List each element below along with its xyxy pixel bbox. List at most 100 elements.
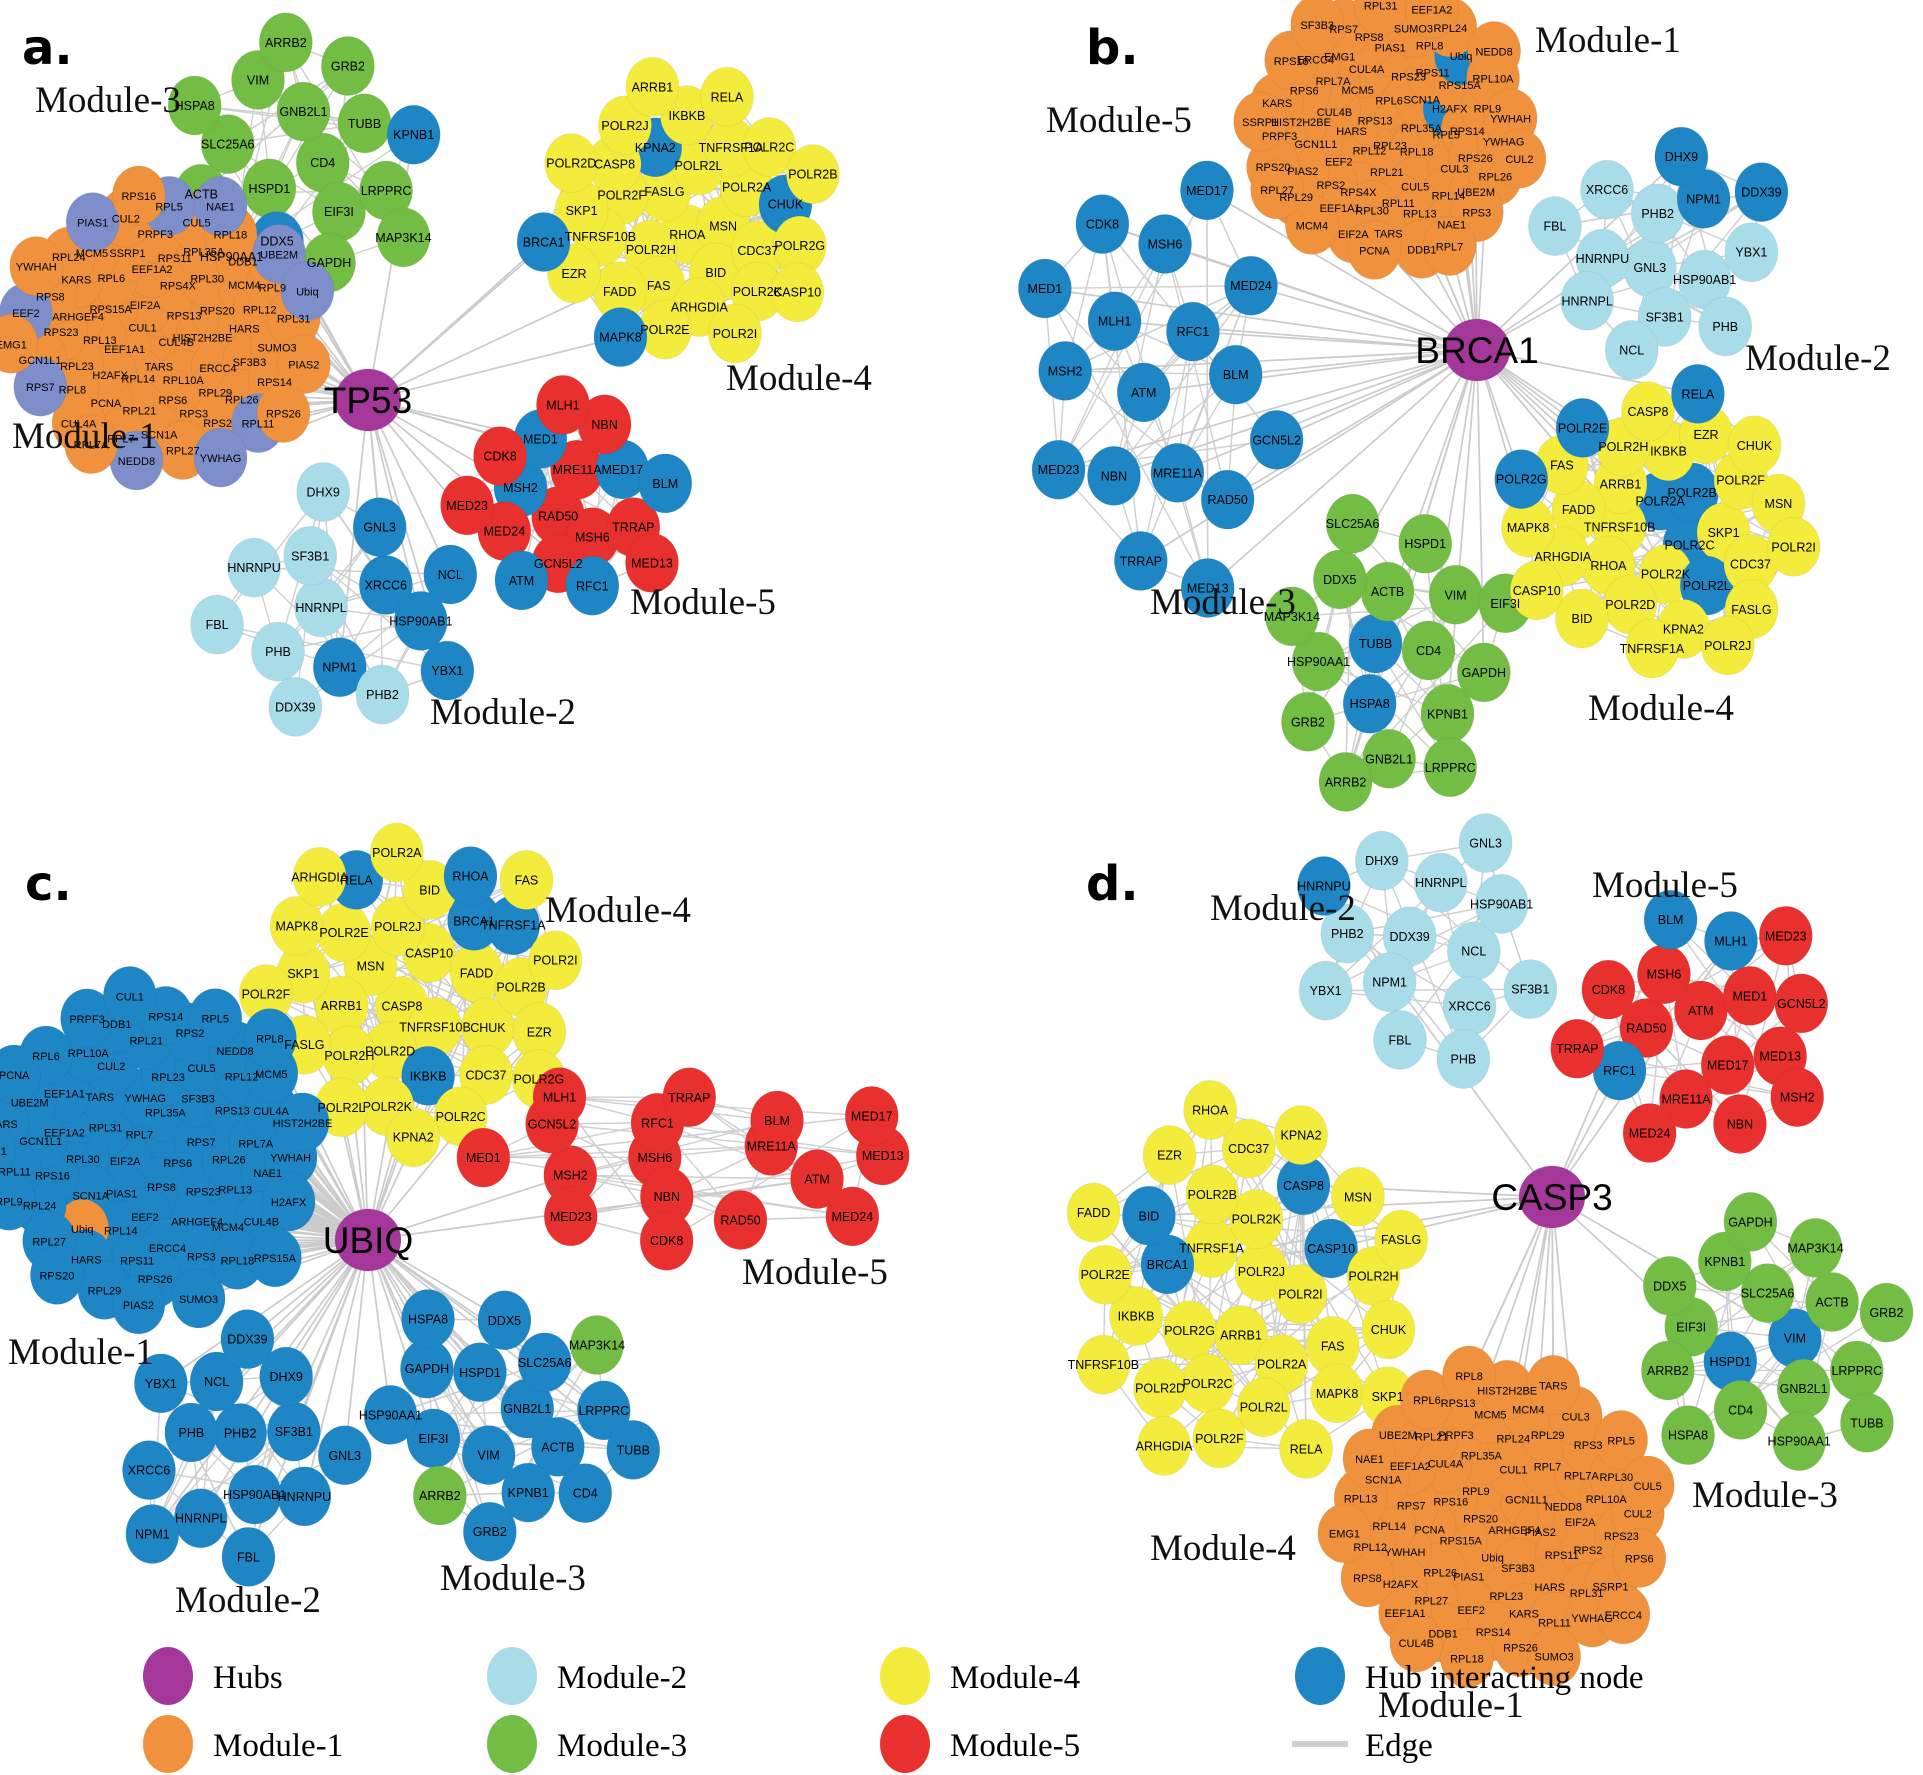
gene-node-label: KPNB1 [393, 128, 434, 142]
gene-node-label: SSRP1 [1242, 117, 1278, 129]
gene-node-label: HNRNPL [175, 1512, 226, 1526]
gene-node-label: ACTB [1371, 585, 1404, 599]
gene-node-label: MSH2 [1780, 1091, 1815, 1105]
gene-node-label: GAPDH [1462, 666, 1506, 680]
gene-node [473, 426, 528, 487]
gene-node-label: FASLG [1731, 603, 1771, 617]
gene-node-label: YWHAG [200, 453, 242, 465]
module-title: Module-2 [1210, 888, 1356, 929]
gene-node-label: RPS8 [1355, 32, 1384, 44]
gene-node-label: TARS [1374, 228, 1403, 240]
gene-node-label: RPL14 [1372, 1521, 1406, 1533]
gene-node-label: BLM [652, 477, 678, 491]
gene-node-label: RPL31 [89, 1123, 123, 1135]
gene-node-label: GCN5L2 [534, 557, 583, 571]
gene-node-label: SSRP1 [0, 1146, 7, 1158]
gene-node-label: RPL23 [151, 1072, 185, 1084]
gene-node [376, 207, 431, 268]
gene-node [707, 303, 762, 364]
gene-node-label: GNB2L1 [503, 1402, 551, 1416]
gene-node-label: NEDD8 [118, 456, 155, 468]
gene-node-label: RPL8 [256, 1034, 284, 1046]
edge [570, 1174, 853, 1218]
gene-node-label: DDB1 [102, 1019, 131, 1031]
gene-node-label: RAD50 [538, 510, 578, 524]
gene-node-label: POLR2L [675, 159, 723, 173]
edge [367, 1174, 571, 1241]
gene-node-label: CD4 [1416, 644, 1441, 658]
gene-node-label: HARS [1336, 126, 1367, 138]
gene-node-label: MRE11A [747, 1139, 797, 1153]
gene-node-label: POLR2L [1240, 1401, 1288, 1415]
gene-node-label: RPL10A [1473, 74, 1515, 86]
gene-node-label: XRCC6 [365, 579, 407, 593]
module-title: Module-1 [8, 1332, 154, 1373]
gene-node-label: POLR2I [533, 954, 577, 968]
gene-node-label: BID [419, 883, 440, 897]
gene-node-label: CUL1 [128, 322, 156, 334]
gene-node-label: GCN1L1 [19, 1136, 62, 1148]
gene-node-label: NAE1 [206, 202, 235, 214]
gene-node-label: RPL5 [1607, 1435, 1635, 1447]
gene-node-label: HSP90AA1 [359, 1408, 422, 1422]
gene-node-label: EEF1A2 [1411, 4, 1452, 16]
gene-node-label: NCL [1619, 343, 1644, 357]
gene-node-label: GCN5L2 [1252, 433, 1301, 447]
gene-node-label: RELA [711, 90, 744, 104]
module-title: Module-3 [35, 80, 181, 121]
gene-node-label: SKP1 [566, 204, 598, 218]
gene-node-label: SF3B1 [1646, 311, 1684, 325]
gene-node-label: RPS15A [254, 1253, 297, 1265]
gene-node-label: RPL6 [1375, 95, 1403, 107]
gene-node-label: LRPPRC [578, 1404, 629, 1418]
gene-node-label: RPS6 [1625, 1553, 1654, 1565]
gene-node-label: POLR2G [1496, 473, 1547, 487]
gene-node [283, 525, 338, 586]
gene-node-label: RPS16 [121, 191, 156, 203]
gene-node-label: TUBB [348, 117, 381, 131]
gene-node [742, 117, 797, 178]
gene-node-label: RAD50 [1208, 493, 1248, 507]
edge [1207, 349, 1478, 589]
gene-node-label: MED23 [1765, 929, 1807, 943]
gene-node-label: RPL24 [52, 252, 86, 264]
edge [367, 241, 545, 401]
gene-node-label: TARS [1539, 1380, 1568, 1392]
gene-node-label: NPM1 [322, 661, 357, 675]
gene-node-label: RPS4X [1340, 187, 1377, 199]
gene-node-label: HIST2H2BE [1477, 1385, 1537, 1397]
gene-node-label: MED1 [523, 433, 558, 447]
gene-node-label: CUL2 [1505, 154, 1533, 166]
gene-node-label: GRB2 [473, 1525, 507, 1539]
gene-node-label: MED13 [1759, 1050, 1801, 1064]
gene-node-label: HNRNPU [227, 561, 280, 575]
gene-node-label: DHX9 [1365, 854, 1398, 868]
gene-node-label: HSPD1 [249, 182, 291, 196]
gene-node-label: FAS [1550, 458, 1574, 472]
gene-node-label: HARS [71, 1255, 102, 1267]
gene-node-label: RPL27 [1260, 185, 1294, 197]
gene-node-label: POLR2J [1704, 639, 1751, 653]
legend-swatch [1295, 1647, 1345, 1705]
gene-node-label: RPS11 [120, 1256, 154, 1268]
gene-node-label: SF3B1 [1511, 983, 1549, 997]
gene-node-label: FBL [206, 618, 229, 632]
gene-node-label: CUL2 [1624, 1508, 1652, 1520]
gene-node-label: YWHAG [1483, 136, 1525, 148]
gene-node-label: POLR2L [318, 1101, 366, 1115]
gene-node-label: KPNA2 [393, 1131, 434, 1145]
gene-node-label: LRPPRC [1831, 1364, 1882, 1378]
gene-node-label: MCM4 [1512, 1404, 1544, 1416]
gene-node-label: RPL26 [1423, 1567, 1457, 1579]
gene-node-label: RPL18 [1400, 147, 1434, 159]
module-title: Module-3 [1150, 582, 1296, 623]
gene-node-label: RPL35A [1461, 1451, 1503, 1463]
gene-node [352, 497, 407, 558]
gene-node-label: EEF1A2 [1390, 1461, 1431, 1473]
gene-node [13, 356, 68, 417]
gene-node [785, 144, 840, 205]
gene-node-label: NPM1 [1686, 192, 1721, 206]
gene-node-label: UBE2M [11, 1097, 49, 1109]
gene-node-label: SKP1 [1708, 526, 1740, 540]
